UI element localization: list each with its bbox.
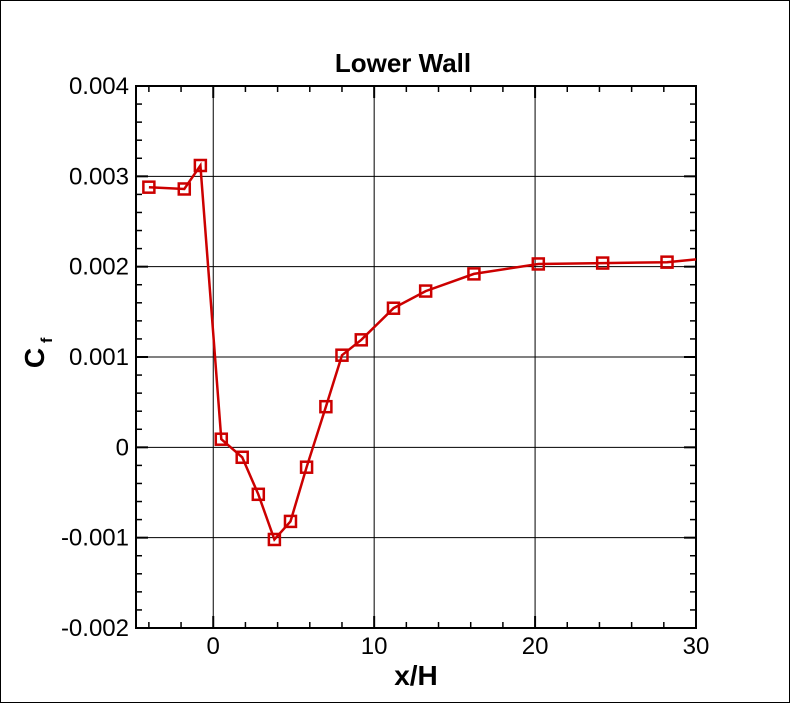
data-point-marker bbox=[214, 432, 229, 446]
x-tick-label: 20 bbox=[522, 633, 549, 660]
x-tick-label: 0 bbox=[207, 633, 220, 660]
data-point-marker bbox=[386, 301, 401, 315]
data-point-marker bbox=[283, 514, 298, 529]
grid-lines bbox=[136, 86, 696, 628]
series-markers bbox=[142, 158, 674, 547]
data-point-marker bbox=[235, 450, 249, 465]
x-axis-label: x/H bbox=[394, 660, 438, 691]
data-point-marker bbox=[354, 333, 369, 347]
x-tick-labels: 0 10 20 30 bbox=[207, 633, 710, 660]
data-point-marker bbox=[299, 460, 314, 474]
y-tick-label: -0.001 bbox=[61, 525, 129, 552]
data-point-marker bbox=[251, 487, 266, 502]
y-axis-label-subscript: f bbox=[39, 337, 56, 343]
data-point-marker bbox=[193, 158, 208, 173]
y-axis-label: C f bbox=[19, 337, 56, 368]
data-point-marker bbox=[319, 399, 333, 414]
data-point-marker bbox=[177, 182, 192, 196]
plot-area-border bbox=[135, 85, 697, 629]
data-point-marker bbox=[467, 267, 481, 281]
data-point-marker bbox=[418, 284, 433, 298]
x-tick-label: 10 bbox=[361, 633, 388, 660]
y-axis-label-main: C bbox=[19, 348, 50, 368]
data-point-marker bbox=[142, 180, 156, 194]
data-point-marker bbox=[660, 255, 674, 269]
data-point-marker bbox=[267, 532, 282, 547]
data-point-marker bbox=[335, 348, 349, 362]
x-tick-label: 30 bbox=[683, 633, 710, 660]
data-point-marker bbox=[595, 256, 610, 270]
y-tick-labels: -0.002 -0.001 0 0.001 0.002 0.003 0.004 bbox=[61, 73, 129, 642]
y-tick-label: 0.002 bbox=[69, 254, 129, 281]
chart-title: Lower Wall bbox=[335, 48, 471, 78]
data-point-marker bbox=[531, 257, 546, 271]
y-tick-label: 0 bbox=[116, 434, 129, 461]
y-tick-label: -0.002 bbox=[61, 615, 129, 642]
y-tick-label: 0.001 bbox=[69, 344, 129, 371]
series-line bbox=[148, 161, 697, 542]
y-tick-label: 0.003 bbox=[69, 163, 129, 190]
y-tick-label: 0.004 bbox=[69, 73, 129, 100]
